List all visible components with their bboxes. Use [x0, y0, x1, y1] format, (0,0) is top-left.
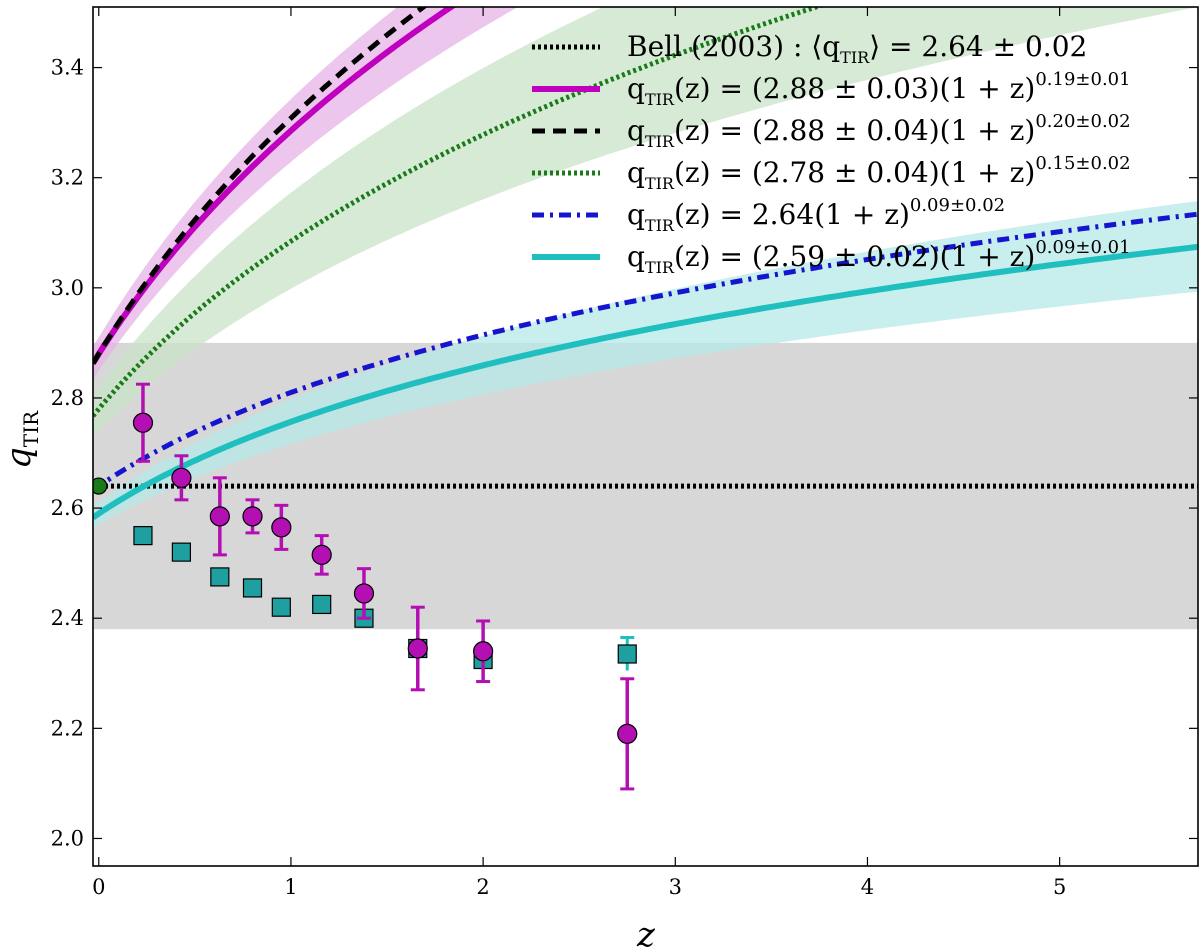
x-tick-label-0: 0 [92, 875, 105, 899]
legend-sup: 0.15±0.02 [1035, 153, 1130, 174]
circle-point-9 [617, 723, 638, 744]
series-line-2 [93, 7, 428, 365]
y-tick-label-6: 3.2 [51, 166, 84, 190]
legend-prefix: q [627, 156, 645, 189]
legend-mid: (z) = (2.88 ± 0.03)(1 + z) [674, 72, 1035, 105]
square-point-2 [210, 567, 230, 587]
legend-sup: 0.20±0.02 [1035, 111, 1130, 132]
legend-sub: TIR [645, 132, 675, 151]
legend-mid: ⟩ = 2.64 ± 0.02 [869, 30, 1087, 63]
square-point-9 [617, 644, 637, 664]
legend-entry-5: qTIR(z) = (2.59 ± 0.02)(1 + z)0.09±0.01 [627, 237, 1131, 277]
circle-point-8 [473, 641, 494, 662]
legend: Bell (2003) : ⟨qTIR⟩ = 2.64 ± 0.02qTIR(z… [532, 30, 1131, 277]
legend-entry-2: qTIR(z) = (2.88 ± 0.04)(1 + z)0.20±0.02 [627, 111, 1131, 151]
x-tick-label-3: 3 [669, 875, 682, 899]
y-tick-label-5: 3.0 [51, 276, 84, 300]
y-tick-label-4: 2.8 [51, 386, 84, 410]
legend-mid: (z) = (2.59 ± 0.02)(1 + z) [674, 240, 1035, 273]
series-line-5 [93, 243, 1198, 520]
circle-point-5 [311, 544, 332, 565]
circle-point-0 [132, 412, 154, 433]
series-line-1 [93, 7, 457, 365]
confidence-band-3 [93, 7, 1198, 439]
legend-prefix: q [627, 114, 645, 147]
square-point-3 [242, 578, 263, 598]
legend-sup: 0.09±0.01 [1035, 237, 1130, 258]
y-axis-title: qTIR [0, 410, 43, 469]
square-point-4 [271, 597, 291, 617]
plot-area [93, 7, 1198, 791]
legend-entry-1: qTIR(z) = (2.88 ± 0.03)(1 + z)0.19±0.01 [627, 69, 1131, 109]
legend-prefix: q [627, 72, 645, 105]
y-axis-title-main: q [0, 447, 39, 469]
legend-sup: 0.19±0.01 [1035, 69, 1130, 90]
y-tick-label-2: 2.4 [51, 606, 84, 630]
legend-entry-0: Bell (2003) : ⟨qTIR⟩ = 2.64 ± 0.02 [627, 30, 1087, 67]
x-axis-title: z [636, 915, 656, 950]
legend-prefix: q [627, 198, 645, 231]
legend-sub: TIR [645, 258, 675, 277]
circle-point-3 [242, 506, 263, 527]
legend-mid: (z) = (2.78 ± 0.04)(1 + z) [674, 156, 1035, 189]
square-point-1 [171, 542, 191, 562]
legend-entry-4: qTIR(z) = 2.64(1 + z)0.09±0.02 [627, 195, 1005, 235]
y-tick-label-0: 2.0 [51, 826, 84, 850]
x-tick-label-5: 5 [1053, 875, 1066, 899]
bell-point [93, 477, 108, 495]
plot-frame [92, 6, 1199, 867]
legend-sup: 0.09±0.02 [910, 195, 1005, 216]
legend-sub: TIR [840, 48, 870, 67]
circle-point-6 [353, 583, 375, 604]
legend-sub: TIR [645, 216, 675, 235]
legend-sub: TIR [645, 90, 675, 109]
y-tick-label-3: 2.6 [51, 496, 84, 520]
circle-point-2 [209, 506, 230, 527]
x-tick-label-1: 1 [284, 875, 297, 899]
circle-point-1 [171, 467, 192, 488]
y-tick-label-1: 2.2 [51, 716, 84, 740]
series-line-3 [93, 7, 825, 418]
axes: 0 1 2 3 4 5 2.0 2.2 2.4 2.6 2.8 3.0 3.2 3.4 [51, 6, 1199, 899]
legend-mid: (z) = (2.88 ± 0.04)(1 + z) [674, 114, 1035, 147]
legend-prefix: Bell (2003) : ⟨q [627, 30, 840, 63]
square-point-5 [312, 594, 332, 615]
circle-point-7 [407, 638, 428, 659]
legend-sub: TIR [645, 174, 675, 193]
legend-prefix: q [627, 240, 645, 273]
y-tick-label-7: 3.4 [51, 56, 84, 80]
legend-entry-3: qTIR(z) = (2.78 ± 0.04)(1 + z)0.15±0.02 [627, 153, 1131, 193]
y-axis-title-sub: TIR [19, 410, 43, 447]
x-tick-label-4: 4 [861, 875, 874, 899]
square-point-0 [133, 526, 153, 546]
legend-mid: (z) = 2.64(1 + z) [674, 198, 910, 231]
x-tick-label-2: 2 [476, 875, 489, 899]
circle-point-4 [271, 517, 292, 538]
